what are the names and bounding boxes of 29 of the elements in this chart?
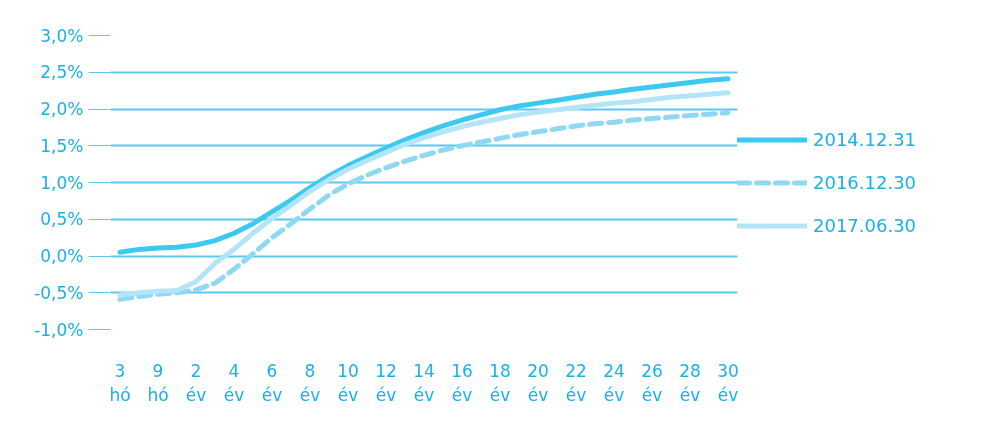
x-tick-label: 4 év bbox=[223, 360, 245, 405]
legend-label: 2016.12.30 bbox=[813, 171, 917, 193]
y-tick-label: -0,5% bbox=[34, 282, 84, 303]
y-tick-label: 0,5% bbox=[40, 209, 84, 230]
x-tick-label: 20 év bbox=[527, 360, 549, 405]
legend-label: 2014.12.31 bbox=[813, 128, 917, 150]
x-tick-label: 8 év bbox=[299, 360, 321, 405]
x-tick-label: 12 év bbox=[375, 360, 397, 405]
y-tick-label: 1,0% bbox=[40, 172, 84, 193]
y-tick-label: -1,0% bbox=[34, 319, 84, 340]
x-tick-label: 28 év bbox=[679, 360, 701, 405]
legend-label: 2017.06.30 bbox=[813, 214, 917, 236]
x-tick-label: 14 év bbox=[413, 360, 435, 405]
x-tick-label: 26 év bbox=[641, 360, 663, 405]
x-tick-label: 18 év bbox=[489, 360, 511, 405]
y-tick-label: 2,5% bbox=[40, 62, 84, 83]
y-tick-label: 0,0% bbox=[40, 246, 84, 266]
y-tick-label: 1,5% bbox=[40, 135, 84, 156]
y-tick-label: 3,0% bbox=[40, 25, 84, 46]
x-tick-label: 10 év bbox=[337, 360, 359, 405]
x-tick-label: 3 hó bbox=[109, 360, 131, 405]
x-tick-label: 2 év bbox=[185, 360, 207, 405]
x-tick-label: 9 hó bbox=[147, 360, 169, 405]
x-tick-label: 16 év bbox=[451, 360, 473, 405]
x-tick-label: 24 év bbox=[603, 360, 625, 405]
x-tick-label: 22 év bbox=[565, 360, 587, 405]
x-tick-label: 30 év bbox=[717, 360, 739, 405]
y-tick-label: 2,0% bbox=[40, 99, 84, 119]
x-tick-label: 6 év bbox=[261, 360, 283, 405]
